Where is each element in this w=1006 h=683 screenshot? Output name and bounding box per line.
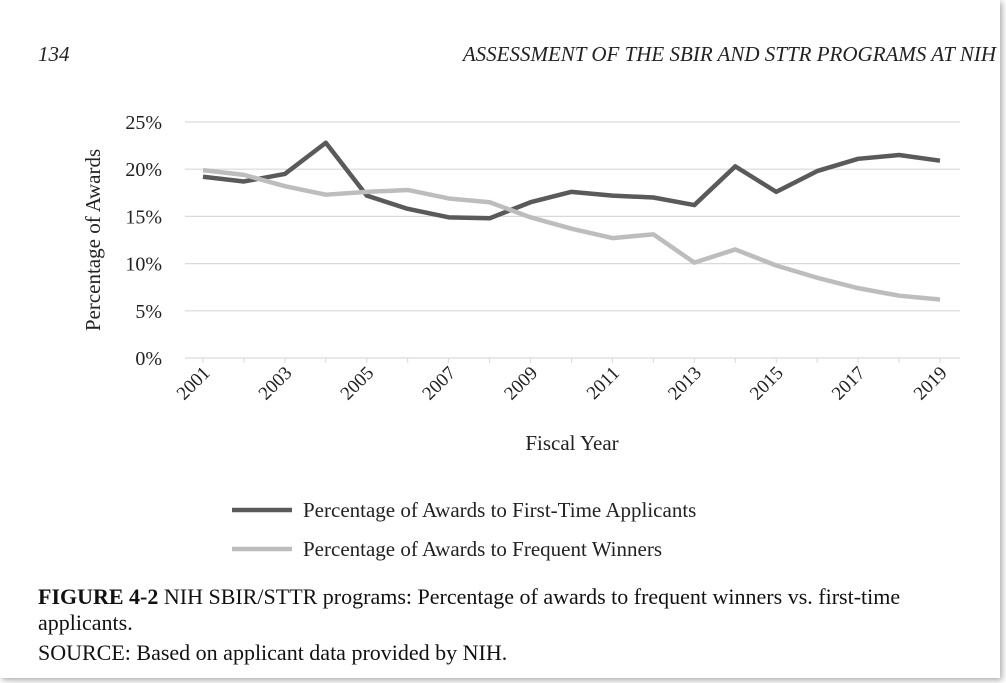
series-line [202,140,941,221]
page-number: 134 [38,42,70,66]
source: SOURCE: Based on applicant data provided… [38,640,508,665]
figure-text: NIH SBIR/STTR programs: Percentage of aw… [38,584,901,635]
x-tick-label: 2009 [500,363,542,405]
running-title: ASSESSMENT OF THE SBIR AND STTR PROGRAMS… [462,42,996,66]
chart: 0% 5% 10% 15% 20% 25% 2001 2003 2005 2007 2009 2011… [81,112,960,561]
x-tick-label: 2007 [418,363,460,405]
legend-label: Percentage of Awards to First-Time Appli… [303,498,696,522]
series-line [202,167,941,302]
y-tick-label: 20% [125,159,162,181]
x-tick-label: 2001 [173,363,215,405]
y-tick-label: 15% [125,206,162,228]
caption: FIGURE 4-2 NIH SBIR/STTR programs: Perce… [38,584,968,636]
x-tick-label: 2015 [746,363,788,405]
x-tick-label: 2011 [583,363,624,404]
y-tick-label: 25% [125,112,162,134]
x-axis-label: Fiscal Year [525,431,618,455]
x-tick-label: 2013 [664,363,706,405]
legend-label: Percentage of Awards to Frequent Winners [303,537,662,561]
y-tick-label: 5% [135,301,162,323]
y-tick-label: 10% [125,254,162,276]
x-tick-label: 2003 [255,363,297,405]
figure-label: FIGURE 4-2 [38,584,159,609]
x-tick-label: 2017 [828,363,870,405]
y-tick-label: 0% [135,348,162,370]
x-tick-label: 2005 [337,363,379,405]
x-tick-label: 2019 [910,363,952,405]
y-axis-label: Percentage of Awards [81,149,105,331]
